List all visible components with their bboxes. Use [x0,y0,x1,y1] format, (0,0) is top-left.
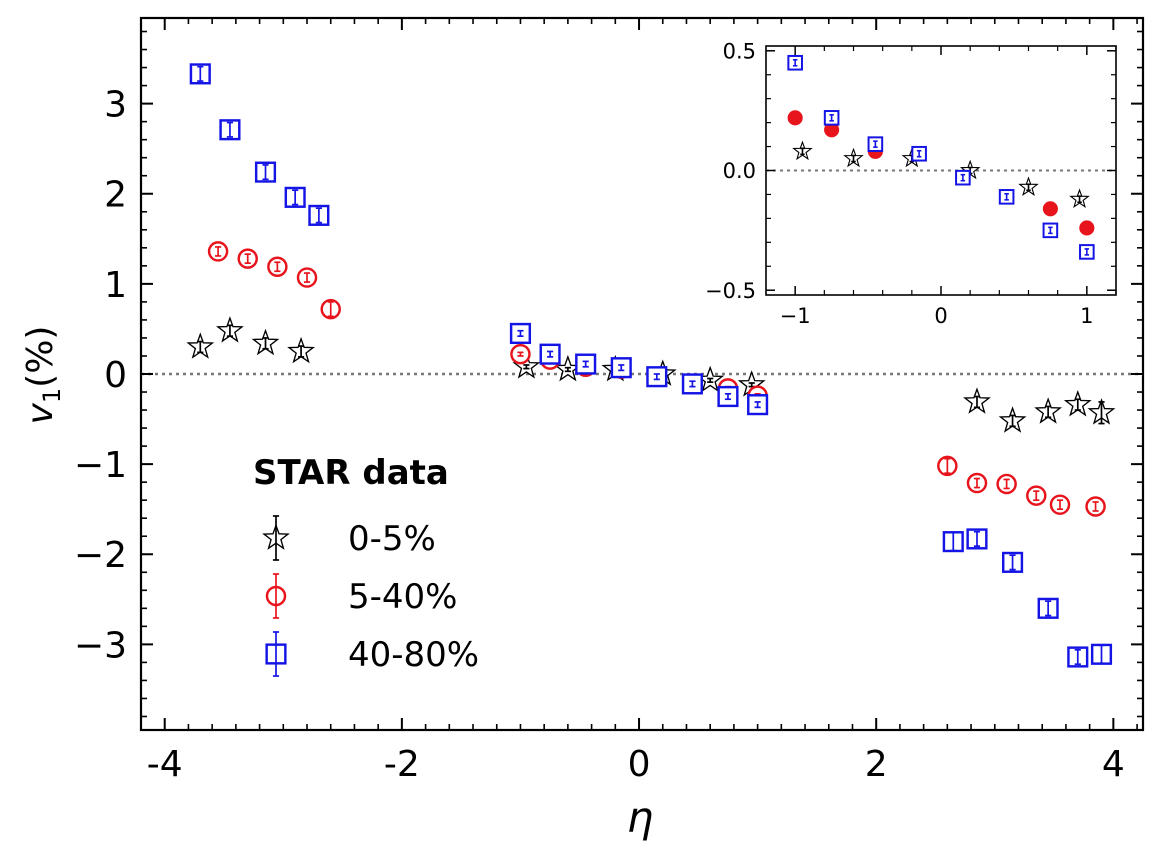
main-ytick-label: 0 [104,355,127,396]
main-xtick-label: -4 [147,744,183,785]
main-series-0-5% [186,316,1116,433]
legend-marker [265,573,287,619]
main-point [207,241,229,262]
main-point [539,343,561,365]
inset-xtick-label: 0 [934,304,947,328]
main-point [747,394,769,416]
main-point [1026,485,1047,506]
main-point [509,322,532,345]
main-ytick-label: 3 [104,85,127,126]
main-point [296,267,318,288]
main-point [219,119,241,141]
inset-point [1018,176,1039,197]
inset-point [1042,222,1059,239]
legend-title: STAR data [253,453,449,493]
main-point [237,248,258,269]
main-point [966,528,988,550]
main-point [267,256,288,277]
inset-point [911,145,927,162]
main-xtick-label: 0 [628,744,651,785]
main-point [942,531,964,553]
main-ytick-label: 1 [104,265,127,306]
inset-point [1079,220,1095,236]
main-ytick-label: 2 [104,175,127,216]
inset-ytick-label: 0.0 [723,159,756,183]
y-axis-label: v1(%) [20,326,66,425]
main-point [284,186,306,208]
main-point [1090,643,1113,665]
main-point [308,204,330,226]
main-point [1085,496,1106,517]
main-plot: -4 -2 0 2 4 −3 −2 −1 0 1 2 3 [74,16,1145,785]
main-ytick-label: −2 [74,535,127,576]
main-point [963,387,991,414]
inset-point [1069,188,1090,208]
legend-marker [265,631,287,677]
inset-point [792,140,813,161]
legend-label: 5-40% [348,577,457,617]
y-axis-label-unit: (%) [20,326,61,388]
main-point [1049,494,1071,515]
main-point [998,406,1027,433]
legend-label: 0-5% [348,519,436,559]
main-point [320,298,341,320]
inset-xtick-label: 1 [1080,304,1093,328]
legend-marker [262,515,290,561]
inset-point [1079,244,1095,260]
main-ytick-label: −3 [74,625,127,666]
main-point [681,373,703,395]
main-point [189,63,211,85]
main-series-40-80% [189,63,1113,668]
legend-item: 40-80% [265,631,479,677]
main-point [937,455,958,477]
x-axis-label: η [627,793,654,842]
main-xtick-label: -2 [384,744,420,785]
inset-series-40-80% [787,54,1095,260]
main-point [216,316,244,343]
inset-point [824,122,840,138]
inset-xtick-label: −1 [780,304,811,328]
main-xtick-label: 2 [865,744,888,785]
main-point [717,385,739,408]
inset-point [823,110,840,126]
inset-point [955,169,971,186]
inset-ytick-label: −0.5 [705,279,756,303]
inset-point [787,110,803,126]
main-point [1067,646,1089,668]
legend: STAR data 0-5% 5-40% 40-80% [253,453,479,677]
legend-label: 40-80% [348,635,479,675]
main-point [996,473,1017,495]
main-point [254,161,277,183]
main-xtick-label: 4 [1102,744,1125,785]
inset-point [998,189,1015,205]
main-point [251,328,280,356]
y-axis-label-sub: 1 [38,388,66,403]
main-point [575,353,597,375]
inset-point [843,147,864,168]
y-axis-label-main: v [20,402,61,424]
main-point [1034,397,1063,424]
main-point [610,357,632,379]
main-point [1001,551,1024,573]
main-point [966,472,988,494]
main-point [1087,398,1116,425]
main-point [510,343,531,365]
main-point [1037,597,1059,619]
main-ytick-label: −1 [74,445,127,486]
inset-point [1042,201,1058,217]
main-point [646,366,668,388]
svg-text:v1(%): v1(%) [20,326,66,425]
inset-plot: −1 0 1 −0.5 0.0 0.5 [705,39,1117,328]
main-point [287,336,316,364]
inset-point [867,136,884,152]
inset-ytick-label: 0.5 [723,39,756,63]
main-point [1063,390,1092,417]
legend-item: 5-40% [265,573,457,619]
legend-item: 0-5% [262,515,436,561]
inset-point [787,54,803,71]
main-point [186,332,215,359]
